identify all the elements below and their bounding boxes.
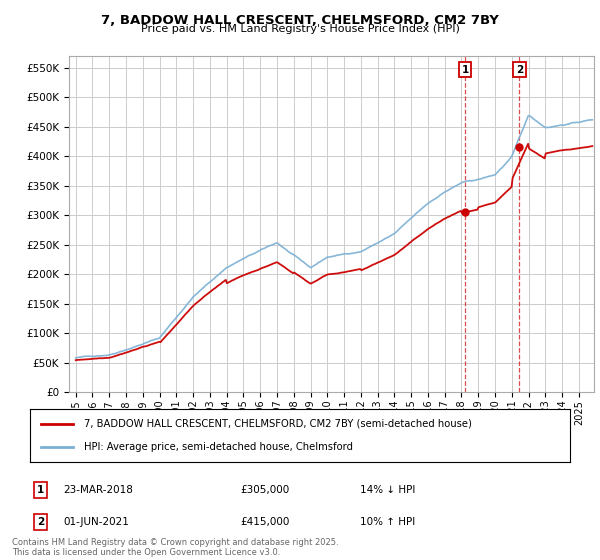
Text: 7, BADDOW HALL CRESCENT, CHELMSFORD, CM2 7BY: 7, BADDOW HALL CRESCENT, CHELMSFORD, CM2… (101, 14, 499, 27)
Text: HPI: Average price, semi-detached house, Chelmsford: HPI: Average price, semi-detached house,… (84, 442, 353, 452)
Text: Contains HM Land Registry data © Crown copyright and database right 2025.
This d: Contains HM Land Registry data © Crown c… (12, 538, 338, 557)
Text: 01-JUN-2021: 01-JUN-2021 (63, 517, 129, 527)
Text: 7, BADDOW HALL CRESCENT, CHELMSFORD, CM2 7BY (semi-detached house): 7, BADDOW HALL CRESCENT, CHELMSFORD, CM2… (84, 419, 472, 429)
Text: 1: 1 (37, 485, 44, 495)
Text: 10% ↑ HPI: 10% ↑ HPI (360, 517, 415, 527)
Text: 2: 2 (516, 64, 523, 74)
Text: 1: 1 (461, 64, 469, 74)
Text: 14% ↓ HPI: 14% ↓ HPI (360, 485, 415, 495)
Text: £415,000: £415,000 (240, 517, 289, 527)
Text: £305,000: £305,000 (240, 485, 289, 495)
Text: 2: 2 (37, 517, 44, 527)
Text: Price paid vs. HM Land Registry's House Price Index (HPI): Price paid vs. HM Land Registry's House … (140, 24, 460, 34)
Text: 23-MAR-2018: 23-MAR-2018 (63, 485, 133, 495)
